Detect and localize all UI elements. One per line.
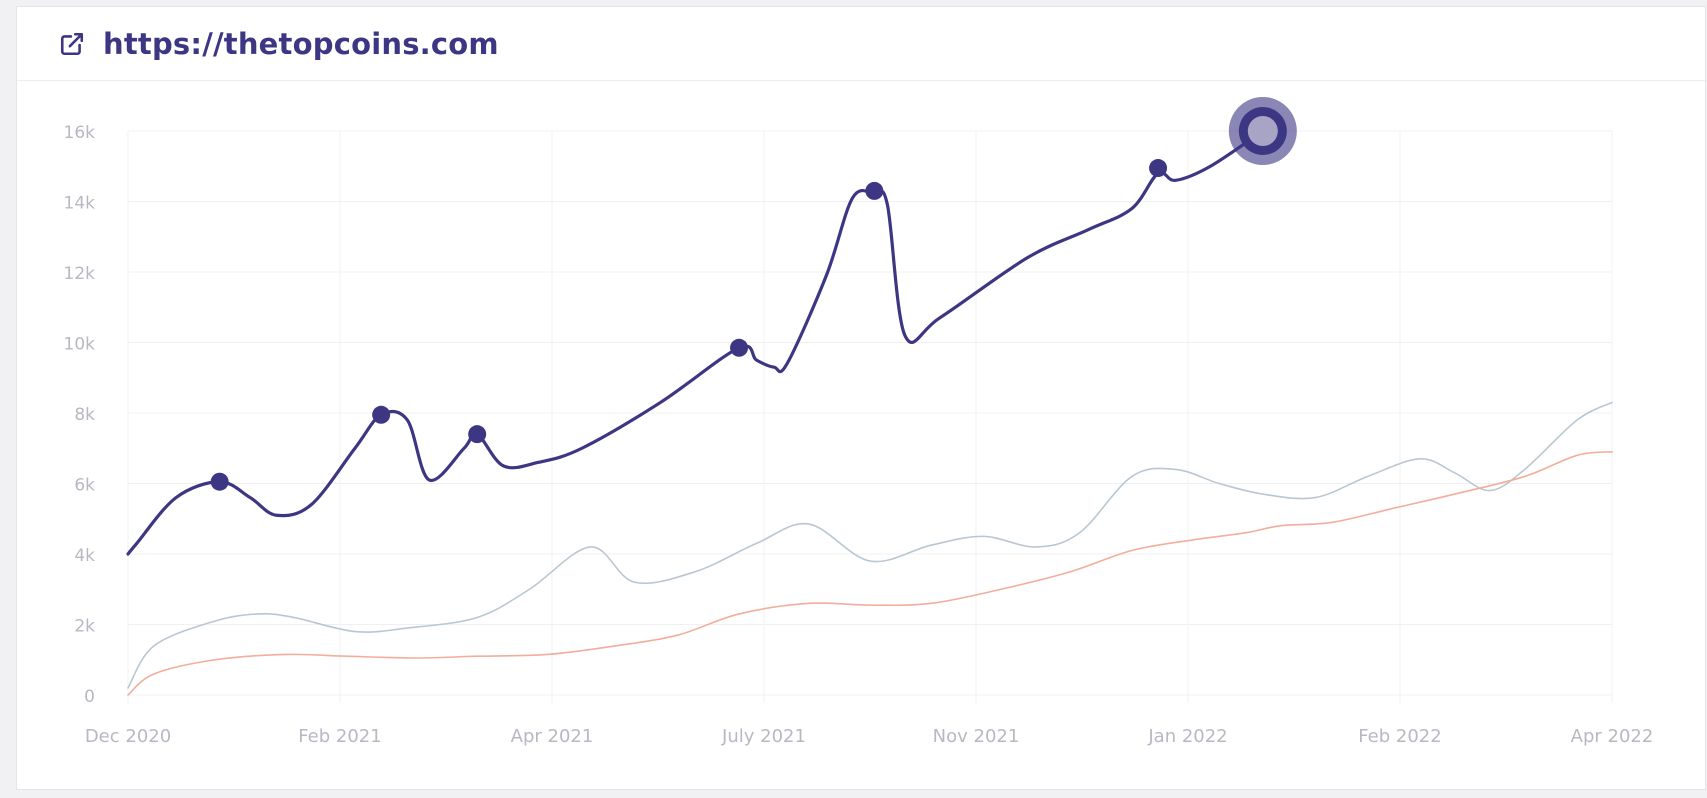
data-point-marker: [372, 405, 391, 424]
highlight-point: [1247, 116, 1278, 146]
y-tick-label: 12k: [64, 264, 96, 284]
series-line-2: [127, 450, 1613, 696]
y-tick-label: 14k: [64, 194, 96, 214]
y-tick-label: 0: [84, 687, 95, 707]
x-tick-label: Feb 2021: [298, 726, 381, 747]
external-link-icon[interactable]: [59, 31, 85, 57]
y-tick-label: 6k: [74, 476, 95, 496]
x-tick-label: Feb 2022: [1358, 726, 1441, 747]
data-point-marker: [865, 181, 884, 200]
x-tick-label: Apr 2021: [511, 726, 594, 747]
series-line-1: [127, 401, 1613, 689]
data-point-marker: [730, 338, 749, 357]
x-tick-label: July 2021: [721, 726, 806, 747]
data-point-marker: [1149, 159, 1168, 178]
y-tick-label: 10k: [64, 335, 96, 355]
x-tick-label: Dec 2020: [85, 726, 171, 747]
site-url-link[interactable]: https://thetopcoins.com: [103, 26, 499, 61]
x-tick-label: Nov 2021: [933, 726, 1020, 747]
y-tick-label: 2k: [74, 617, 95, 637]
card-header: https://thetopcoins.com: [17, 7, 1705, 81]
data-point-marker: [210, 472, 229, 491]
x-tick-label: Jan 2022: [1147, 726, 1227, 747]
chart-card: https://thetopcoins.com: [16, 6, 1706, 790]
data-point-marker: [468, 425, 487, 444]
y-tick-label: 16k: [64, 123, 96, 143]
x-tick-label: Apr 2022: [1571, 726, 1654, 747]
y-tick-label: 8k: [74, 405, 95, 425]
y-tick-label: 4k: [74, 546, 95, 566]
